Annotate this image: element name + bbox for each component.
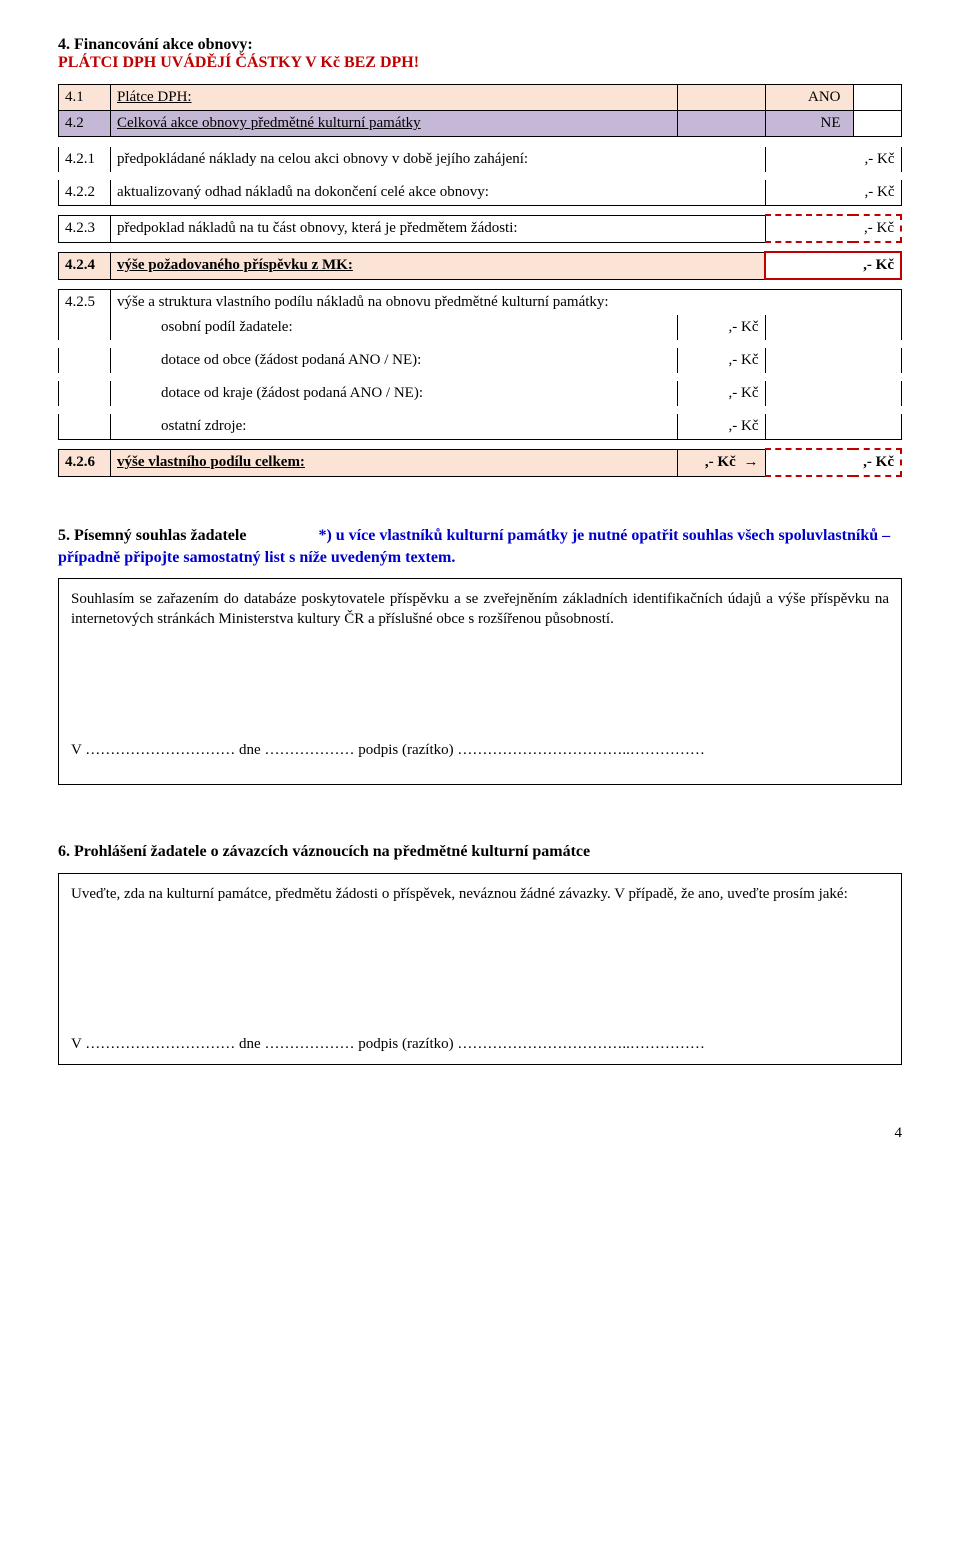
declaration-box: Uveďte, zda na kulturní památce, předmět… [58, 873, 902, 1066]
row-4-2-checkbox[interactable] [853, 111, 901, 137]
row-4-2-1-value[interactable]: ,- Kč [765, 147, 901, 172]
row-4-2-2-value[interactable]: ,- Kč [765, 180, 901, 206]
section-6: 6. Prohlášení žadatele o závazcích vázno… [58, 843, 902, 1066]
row-4-2-2-label: aktualizovaný odhad nákladů na dokončení… [111, 180, 766, 206]
signature-line-5[interactable]: V ………………………… dne ……………… podpis (razítko)… [71, 740, 889, 760]
row-sub-ostatni-label: ostatní zdroje: [111, 414, 678, 440]
row-4-2-3-num: 4.2.3 [59, 215, 111, 242]
row-4-2-4-num: 4.2.4 [59, 252, 111, 279]
page-number: 4 [58, 1125, 902, 1142]
row-4-2-6-label: výše vlastního podílu celkem: [111, 449, 678, 476]
section-4-red-note: PLÁTCI DPH UVÁDĚJÍ ČÁSTKY V Kč BEZ DPH! [58, 54, 902, 72]
section-5-title: 5. Písemný souhlas žadatele [58, 527, 246, 544]
row-4-2-1: 4.2.1 předpokládané náklady na celou akc… [59, 147, 902, 172]
row-4-2-5: 4.2.5 výše a struktura vlastního podílu … [59, 289, 902, 315]
row-4-2-3-value[interactable]: ,- Kč [765, 215, 901, 242]
arrow-icon: → [740, 454, 759, 470]
row-4-1-checkbox[interactable] [853, 85, 901, 111]
row-4-2-3: 4.2.3 předpoklad nákladů na tu část obno… [59, 215, 902, 242]
row-4-2-1-label: předpokládané náklady na celou akci obno… [111, 147, 766, 172]
row-4-2-ne: NE [765, 111, 853, 137]
row-4-2-6-num: 4.2.6 [59, 449, 111, 476]
section-5: 5. Písemný souhlas žadatele *) u více vl… [58, 525, 902, 785]
row-4-1-label: Plátce DPH: [111, 85, 678, 111]
row-sub-kraj: dotace od kraje (žádost podaná ANO / NE)… [59, 381, 902, 406]
row-sub-osobni-value[interactable]: ,- Kč [677, 315, 765, 340]
row-4-2-4-label: výše požadovaného příspěvku z MK: [111, 252, 766, 279]
row-sub-ostatni: ostatní zdroje: ,- Kč [59, 414, 902, 440]
row-4-1-ano: ANO [765, 85, 853, 111]
row-sub-obec: dotace od obce (žádost podaná ANO / NE):… [59, 348, 902, 373]
row-4-2-4-value[interactable]: ,- Kč [765, 252, 901, 279]
section-6-title: 6. Prohlášení žadatele o závazcích vázno… [58, 843, 902, 861]
row-4-2-num: 4.2 [59, 111, 111, 137]
row-4-2-4: 4.2.4 výše požadovaného příspěvku z MK: … [59, 252, 902, 279]
row-sub-kraj-label: dotace od kraje (žádost podaná ANO / NE)… [111, 381, 678, 406]
section-4-title: 4. Financování akce obnovy: [58, 36, 902, 54]
row-4-2-5-num: 4.2.5 [59, 289, 111, 315]
row-4-2-6-value[interactable]: ,- Kč [705, 454, 736, 470]
row-sub-kraj-value[interactable]: ,- Kč [677, 381, 765, 406]
row-sub-osobni-label: osobní podíl žadatele: [111, 315, 678, 340]
row-4-2-5-label: výše a struktura vlastního podílu náklad… [111, 289, 902, 315]
financing-table: 4.1 Plátce DPH: ANO 4.2 Celková akce obn… [58, 84, 902, 477]
row-4-2-2-num: 4.2.2 [59, 180, 111, 206]
row-sub-obec-value[interactable]: ,- Kč [677, 348, 765, 373]
consent-box: Souhlasím se zařazením do databáze posky… [58, 578, 902, 785]
row-4-1-num: 4.1 [59, 85, 111, 111]
row-4-2-2: 4.2.2 aktualizovaný odhad nákladů na dok… [59, 180, 902, 206]
row-4-2-6-value2[interactable]: ,- Kč [765, 449, 901, 476]
declaration-text: Uveďte, zda na kulturní památce, předmět… [71, 884, 889, 904]
row-4-2-6: 4.2.6 výše vlastního podílu celkem: ,- K… [59, 449, 902, 476]
row-sub-obec-label: dotace od obce (žádost podaná ANO / NE): [111, 348, 678, 373]
row-4-2-1-num: 4.2.1 [59, 147, 111, 172]
consent-text: Souhlasím se zařazením do databáze posky… [71, 589, 889, 630]
row-sub-osobni: osobní podíl žadatele: ,- Kč [59, 315, 902, 340]
signature-line-6[interactable]: V ………………………… dne ……………… podpis (razítko)… [71, 1034, 889, 1054]
row-4-2-label: Celková akce obnovy předmětné kulturní p… [111, 111, 678, 137]
row-4-2-3-label: předpoklad nákladů na tu část obnovy, kt… [111, 215, 766, 242]
row-sub-ostatni-value[interactable]: ,- Kč [677, 414, 765, 440]
row-4-1: 4.1 Plátce DPH: ANO [59, 85, 902, 111]
row-4-2: 4.2 Celková akce obnovy předmětné kultur… [59, 111, 902, 137]
